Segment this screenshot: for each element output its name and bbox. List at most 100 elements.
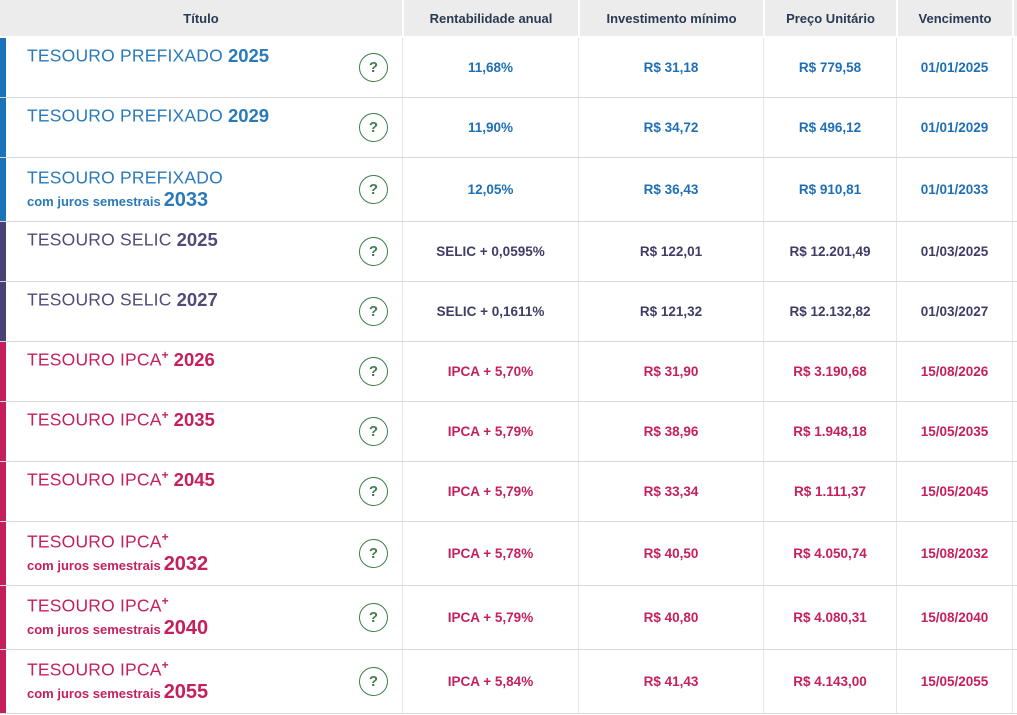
annual-rate-value: IPCA + 5,78%	[402, 522, 578, 585]
row-cutoff-cell	[1012, 342, 1017, 401]
annual-rate-value: IPCA + 5,70%	[402, 342, 578, 401]
min-investment-value: R$ 34,72	[578, 98, 763, 157]
annual-rate-value: IPCA + 5,79%	[402, 462, 578, 521]
unit-price-value: R$ 4.143,00	[763, 650, 896, 713]
table-row[interactable]: TESOURO IPCA+ com juros semestrais 2040 ?…	[0, 586, 1017, 650]
bond-title-cell: TESOURO IPCA+ 2026 ?	[0, 342, 402, 401]
bond-title-line1: TESOURO SELIC 2027	[27, 289, 359, 310]
help-icon[interactable]: ?	[359, 53, 388, 82]
row-cutoff-cell	[1012, 282, 1017, 341]
ipca-plus-superscript: +	[161, 348, 169, 363]
bond-title: TESOURO IPCA+ com juros semestrais 2055	[27, 658, 359, 704]
help-icon[interactable]: ?	[359, 603, 388, 632]
help-icon[interactable]: ?	[359, 297, 388, 326]
bond-color-bar	[0, 158, 6, 221]
help-icon[interactable]: ?	[359, 113, 388, 142]
bond-year: 2027	[176, 288, 218, 310]
min-investment-value: R$ 31,90	[578, 342, 763, 401]
ipca-plus-superscript: +	[161, 594, 169, 609]
min-investment-value: R$ 31,18	[578, 38, 763, 97]
bond-title-line1: TESOURO IPCA+ 2045	[27, 468, 359, 490]
unit-price-value: R$ 4.080,31	[763, 586, 896, 649]
table-row[interactable]: TESOURO IPCA+ 2026 ? IPCA + 5,70% R$ 31,9…	[0, 342, 1017, 402]
maturity-date-value: 01/03/2027	[896, 282, 1012, 341]
ipca-plus-superscript: +	[161, 408, 169, 423]
min-investment-value: R$ 122,01	[578, 222, 763, 281]
unit-price-value: R$ 3.190,68	[763, 342, 896, 401]
help-icon[interactable]: ?	[359, 417, 388, 446]
bond-title-line2	[27, 431, 359, 453]
table-row[interactable]: TESOURO IPCA+ com juros semestrais 2055 ?…	[0, 650, 1017, 714]
bond-year: 2026	[173, 348, 215, 370]
ipca-plus-superscript: +	[161, 468, 169, 483]
bond-color-bar	[0, 98, 6, 157]
table-row[interactable]: TESOURO IPCA+ 2035 ? IPCA + 5,79% R$ 38,9…	[0, 402, 1017, 462]
bond-subtitle: com juros semestrais	[27, 686, 161, 702]
bond-name: TESOURO IPCA	[27, 595, 162, 616]
min-investment-value: R$ 121,32	[578, 282, 763, 341]
min-investment-value: R$ 38,96	[578, 402, 763, 461]
bond-subtitle: com juros semestrais	[27, 558, 161, 574]
bond-name: TESOURO IPCA	[27, 531, 162, 552]
row-cutoff-cell	[1012, 158, 1017, 221]
bond-color-bar	[0, 462, 6, 521]
bond-color-bar	[0, 222, 6, 281]
table-row[interactable]: TESOURO PREFIXADO 2025 ? 11,68% R$ 31,18 …	[0, 38, 1017, 98]
bond-title-line2: com juros semestrais 2033	[27, 189, 359, 211]
unit-price-value: R$ 496,12	[763, 98, 896, 157]
bond-title-line2: com juros semestrais 2032	[27, 553, 359, 575]
annual-rate-value: IPCA + 5,79%	[402, 402, 578, 461]
table-row[interactable]: TESOURO SELIC 2025 ? SELIC + 0,0595% R$ 1…	[0, 222, 1017, 282]
maturity-date-value: 01/01/2033	[896, 158, 1012, 221]
bond-title: TESOURO IPCA+ 2045	[27, 468, 359, 514]
bond-year: 2033	[163, 189, 209, 212]
bond-title: TESOURO IPCA+ 2035	[27, 408, 359, 454]
bond-color-bar	[0, 38, 6, 97]
table-row[interactable]: TESOURO SELIC 2027 ? SELIC + 0,1611% R$ 1…	[0, 282, 1017, 342]
annual-rate-value: IPCA + 5,79%	[402, 586, 578, 649]
bond-subtitle: com juros semestrais	[27, 194, 161, 210]
table-row[interactable]: TESOURO IPCA+ 2045 ? IPCA + 5,79% R$ 33,3…	[0, 462, 1017, 522]
bond-title-line2	[27, 67, 359, 89]
maturity-date-value: 01/01/2029	[896, 98, 1012, 157]
bond-title-cell: TESOURO PREFIXADO com juros semestrais 20…	[0, 158, 402, 221]
unit-price-value: R$ 779,58	[763, 38, 896, 97]
bond-year: 2055	[163, 681, 209, 704]
maturity-date-value: 15/08/2032	[896, 522, 1012, 585]
bond-title-line1: TESOURO IPCA+ 2035	[27, 408, 359, 430]
bond-color-bar	[0, 282, 6, 341]
bond-title-line2	[27, 311, 359, 333]
unit-price-value: R$ 12.132,82	[763, 282, 896, 341]
maturity-date-value: 15/08/2040	[896, 586, 1012, 649]
min-investment-value: R$ 40,80	[578, 586, 763, 649]
help-icon[interactable]: ?	[359, 357, 388, 386]
bond-subtitle: com juros semestrais	[27, 622, 161, 638]
row-cutoff-cell	[1012, 402, 1017, 461]
maturity-date-value: 15/05/2045	[896, 462, 1012, 521]
table-row[interactable]: TESOURO IPCA+ com juros semestrais 2032 ?…	[0, 522, 1017, 586]
bond-name: TESOURO IPCA	[27, 469, 162, 490]
bond-year: 2035	[173, 408, 215, 430]
bond-title: TESOURO PREFIXADO 2025	[27, 45, 359, 90]
help-icon[interactable]: ?	[359, 539, 388, 568]
help-icon[interactable]: ?	[359, 175, 388, 204]
bond-name: TESOURO SELIC	[27, 229, 172, 250]
unit-price-value: R$ 1.111,37	[763, 462, 896, 521]
bond-name: TESOURO PREFIXADO	[27, 167, 223, 188]
bond-title: TESOURO SELIC 2025	[27, 229, 359, 274]
help-icon[interactable]: ?	[359, 237, 388, 266]
help-icon[interactable]: ?	[359, 477, 388, 506]
bond-title-line2	[27, 371, 359, 393]
table-row[interactable]: TESOURO PREFIXADO 2029 ? 11,90% R$ 34,72 …	[0, 98, 1017, 158]
bond-title: TESOURO IPCA+ 2026	[27, 348, 359, 394]
maturity-date-value: 15/08/2026	[896, 342, 1012, 401]
row-cutoff-cell	[1012, 522, 1017, 585]
ipca-plus-superscript: +	[161, 658, 169, 673]
help-icon[interactable]: ?	[359, 667, 388, 696]
annual-rate-value: IPCA + 5,84%	[402, 650, 578, 713]
bond-title-cell: TESOURO IPCA+ com juros semestrais 2055 ?	[0, 650, 402, 713]
bond-title-cell: TESOURO IPCA+ 2035 ?	[0, 402, 402, 461]
bond-name: TESOURO SELIC	[27, 289, 172, 310]
table-row[interactable]: TESOURO PREFIXADO com juros semestrais 20…	[0, 158, 1017, 222]
annual-rate-value: SELIC + 0,0595%	[402, 222, 578, 281]
